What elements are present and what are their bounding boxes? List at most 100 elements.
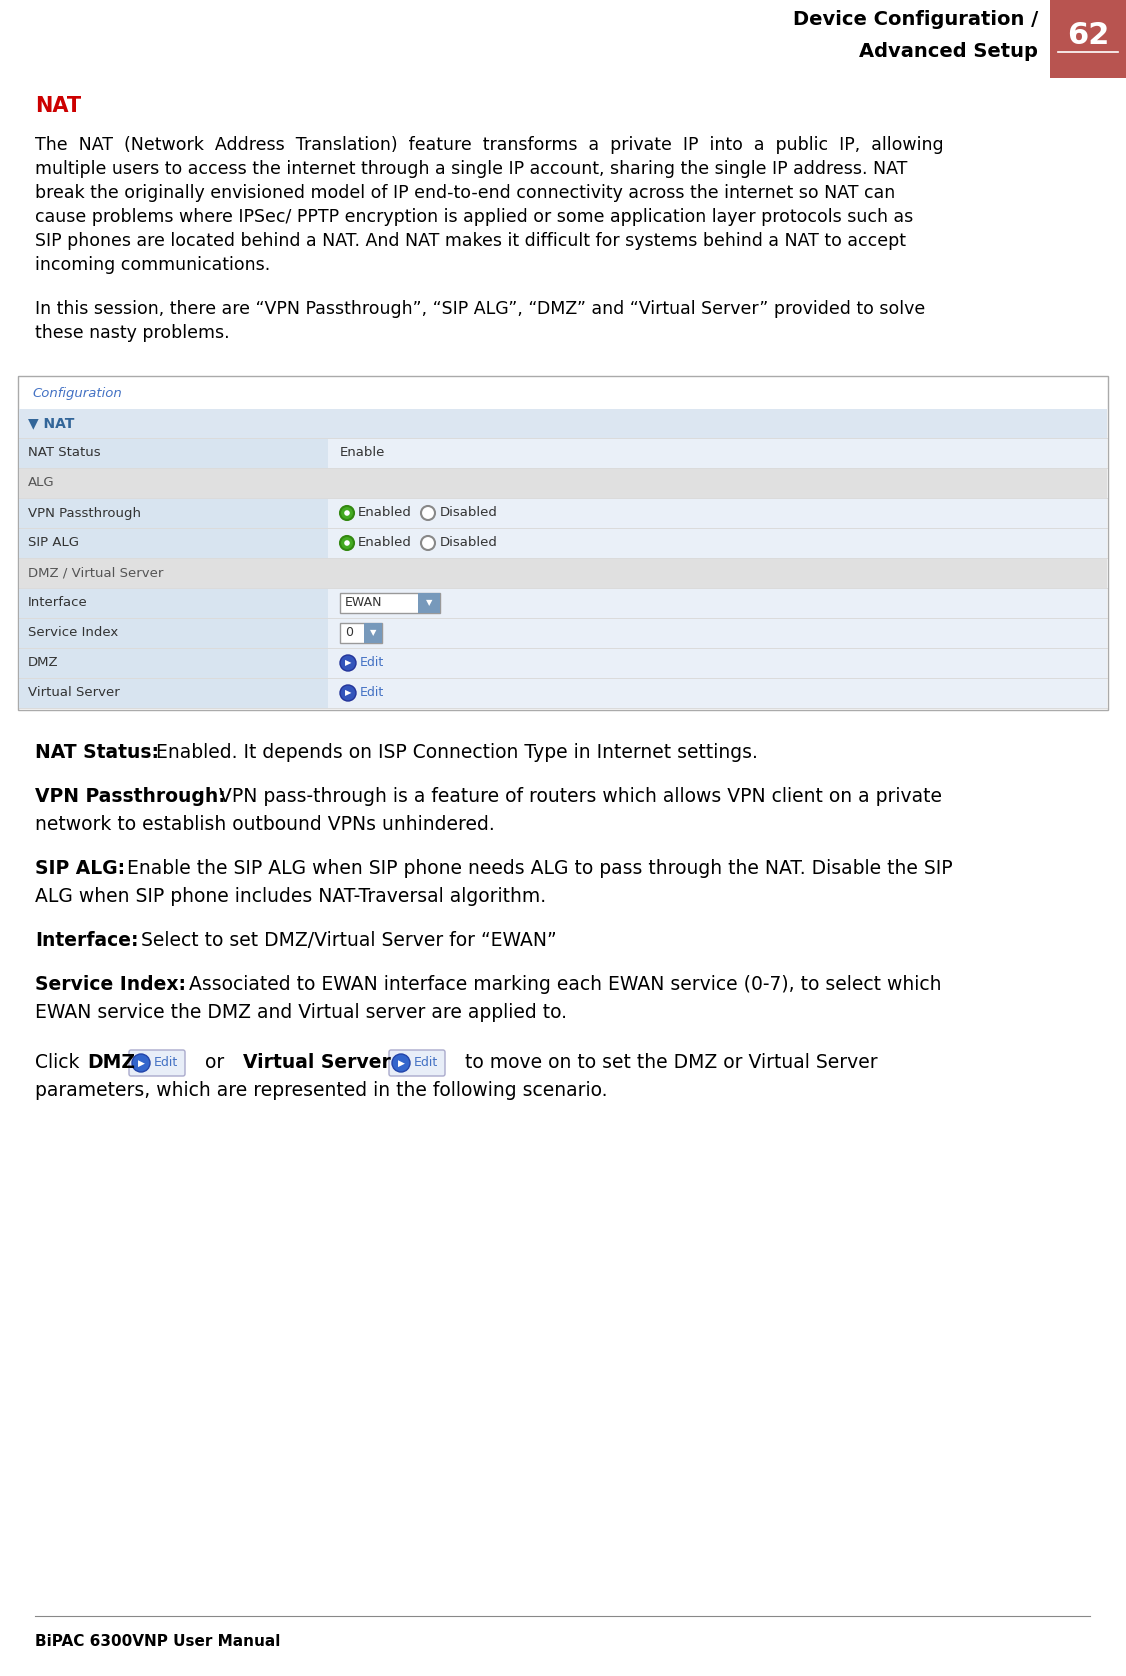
Text: Interface:: Interface: — [35, 930, 138, 950]
Circle shape — [421, 506, 435, 520]
Text: SIP ALG:: SIP ALG: — [35, 860, 125, 878]
Text: The  NAT  (Network  Address  Translation)  feature  transforms  a  private  IP  : The NAT (Network Address Translation) fe… — [35, 136, 944, 154]
Text: these nasty problems.: these nasty problems. — [35, 323, 230, 342]
Text: Enabled: Enabled — [358, 536, 412, 550]
Text: Service Index:: Service Index: — [35, 975, 186, 994]
Text: Enable: Enable — [340, 446, 385, 459]
Text: Edit: Edit — [154, 1056, 178, 1069]
Text: Edit: Edit — [360, 657, 384, 669]
Text: Interface: Interface — [28, 597, 88, 610]
FancyBboxPatch shape — [340, 593, 440, 613]
Text: ALG: ALG — [28, 476, 55, 489]
Text: Disabled: Disabled — [440, 536, 498, 550]
FancyBboxPatch shape — [19, 530, 1107, 558]
FancyBboxPatch shape — [19, 409, 1107, 437]
Text: ▶: ▶ — [137, 1059, 144, 1068]
FancyBboxPatch shape — [1013, 375, 1108, 407]
FancyBboxPatch shape — [19, 649, 1107, 679]
Text: Select to set DMZ/Virtual Server for “EWAN”: Select to set DMZ/Virtual Server for “EW… — [135, 930, 556, 950]
Text: EWAN service the DMZ and Virtual server are applied to.: EWAN service the DMZ and Virtual server … — [35, 1002, 568, 1022]
FancyBboxPatch shape — [1031, 382, 1069, 404]
FancyBboxPatch shape — [19, 439, 1107, 468]
FancyBboxPatch shape — [19, 588, 1107, 618]
Text: ▶: ▶ — [345, 689, 351, 697]
Text: Device Configuration /: Device Configuration / — [793, 10, 1038, 30]
Circle shape — [340, 685, 356, 701]
Text: 62: 62 — [1066, 22, 1109, 50]
Text: multiple users to access the internet through a single IP account, sharing the s: multiple users to access the internet th… — [35, 159, 908, 178]
Text: Associated to EWAN interface marking each EWAN service (0-7), to select which: Associated to EWAN interface marking eac… — [184, 975, 941, 994]
FancyBboxPatch shape — [364, 623, 382, 644]
FancyBboxPatch shape — [19, 560, 1107, 588]
Text: Disabled: Disabled — [440, 506, 498, 520]
FancyBboxPatch shape — [19, 530, 328, 558]
Text: NAT Status: NAT Status — [28, 446, 100, 459]
Text: ▶: ▶ — [397, 1059, 404, 1068]
Text: ▼: ▼ — [426, 598, 432, 607]
Text: ▼ NAT: ▼ NAT — [28, 416, 74, 431]
Text: ▶: ▶ — [345, 659, 351, 667]
FancyBboxPatch shape — [418, 593, 440, 613]
Text: VPN pass-through is a feature of routers which allows VPN client on a private: VPN pass-through is a feature of routers… — [213, 788, 942, 806]
Circle shape — [340, 506, 354, 520]
Text: Virtual Server: Virtual Server — [28, 687, 119, 699]
Text: SIP ALG: SIP ALG — [28, 536, 79, 550]
FancyBboxPatch shape — [1051, 0, 1126, 79]
Text: to move on to set the DMZ or Virtual Server: to move on to set the DMZ or Virtual Ser… — [453, 1053, 877, 1073]
Text: NAT Status:: NAT Status: — [35, 742, 159, 763]
Text: network to establish outbound VPNs unhindered.: network to establish outbound VPNs unhin… — [35, 815, 494, 835]
Text: Advanced Setup: Advanced Setup — [859, 42, 1038, 62]
Text: cause problems where IPSec/ PPTP encryption is applied or some application layer: cause problems where IPSec/ PPTP encrypt… — [35, 208, 913, 226]
Circle shape — [345, 540, 350, 546]
Text: SIP phones are located behind a NAT. And NAT makes it difficult for systems behi: SIP phones are located behind a NAT. And… — [35, 231, 906, 250]
Text: DMZ / Virtual Server: DMZ / Virtual Server — [28, 566, 163, 580]
Circle shape — [132, 1054, 150, 1073]
FancyBboxPatch shape — [19, 588, 328, 618]
FancyBboxPatch shape — [19, 499, 328, 528]
Text: Edit: Edit — [414, 1056, 438, 1069]
Text: Virtual Server: Virtual Server — [243, 1053, 391, 1073]
Text: Service Index: Service Index — [28, 627, 118, 640]
Text: Configuration: Configuration — [32, 387, 122, 399]
Circle shape — [340, 655, 356, 670]
Text: BiPAC 6300VNP User Manual: BiPAC 6300VNP User Manual — [35, 1634, 280, 1649]
Text: Enabled. It depends on ISP Connection Type in Internet settings.: Enabled. It depends on ISP Connection Ty… — [150, 742, 758, 763]
FancyBboxPatch shape — [19, 499, 1107, 528]
Text: incoming communications.: incoming communications. — [35, 256, 270, 273]
FancyBboxPatch shape — [129, 1049, 185, 1076]
Text: or: or — [193, 1053, 236, 1073]
Circle shape — [345, 510, 350, 516]
Text: EWAN: EWAN — [345, 597, 383, 610]
Text: Click: Click — [35, 1053, 91, 1073]
FancyBboxPatch shape — [19, 649, 328, 679]
FancyBboxPatch shape — [19, 679, 328, 707]
FancyBboxPatch shape — [19, 439, 328, 468]
Text: Enabled: Enabled — [358, 506, 412, 520]
Text: NAT: NAT — [35, 96, 81, 116]
FancyBboxPatch shape — [388, 1049, 445, 1076]
Text: 0: 0 — [345, 627, 352, 640]
Text: VPN Passthrough: VPN Passthrough — [28, 506, 141, 520]
FancyBboxPatch shape — [19, 679, 1107, 707]
FancyBboxPatch shape — [19, 469, 1107, 498]
FancyBboxPatch shape — [18, 375, 1108, 407]
Text: Edit: Edit — [360, 687, 384, 699]
Text: ALG when SIP phone includes NAT-Traversal algorithm.: ALG when SIP phone includes NAT-Traversa… — [35, 887, 546, 907]
Text: DMZ: DMZ — [28, 657, 59, 669]
Circle shape — [421, 536, 435, 550]
FancyBboxPatch shape — [19, 618, 1107, 649]
Circle shape — [340, 536, 354, 550]
FancyBboxPatch shape — [1073, 379, 1101, 407]
Text: parameters, which are represented in the following scenario.: parameters, which are represented in the… — [35, 1081, 608, 1099]
Text: ▼: ▼ — [369, 628, 376, 637]
Text: In this session, there are “VPN Passthrough”, “SIP ALG”, “DMZ” and “Virtual Serv: In this session, there are “VPN Passthro… — [35, 300, 926, 318]
Text: DMZ: DMZ — [87, 1053, 135, 1073]
FancyBboxPatch shape — [340, 623, 382, 644]
Text: VPN Passthrough:: VPN Passthrough: — [35, 788, 225, 806]
Text: break the originally envisioned model of IP end-to-end connectivity across the i: break the originally envisioned model of… — [35, 184, 895, 203]
FancyBboxPatch shape — [19, 618, 328, 649]
Circle shape — [392, 1054, 410, 1073]
FancyBboxPatch shape — [18, 375, 1108, 711]
Text: Enable the SIP ALG when SIP phone needs ALG to pass through the NAT. Disable the: Enable the SIP ALG when SIP phone needs … — [120, 860, 953, 878]
Circle shape — [392, 1054, 410, 1073]
